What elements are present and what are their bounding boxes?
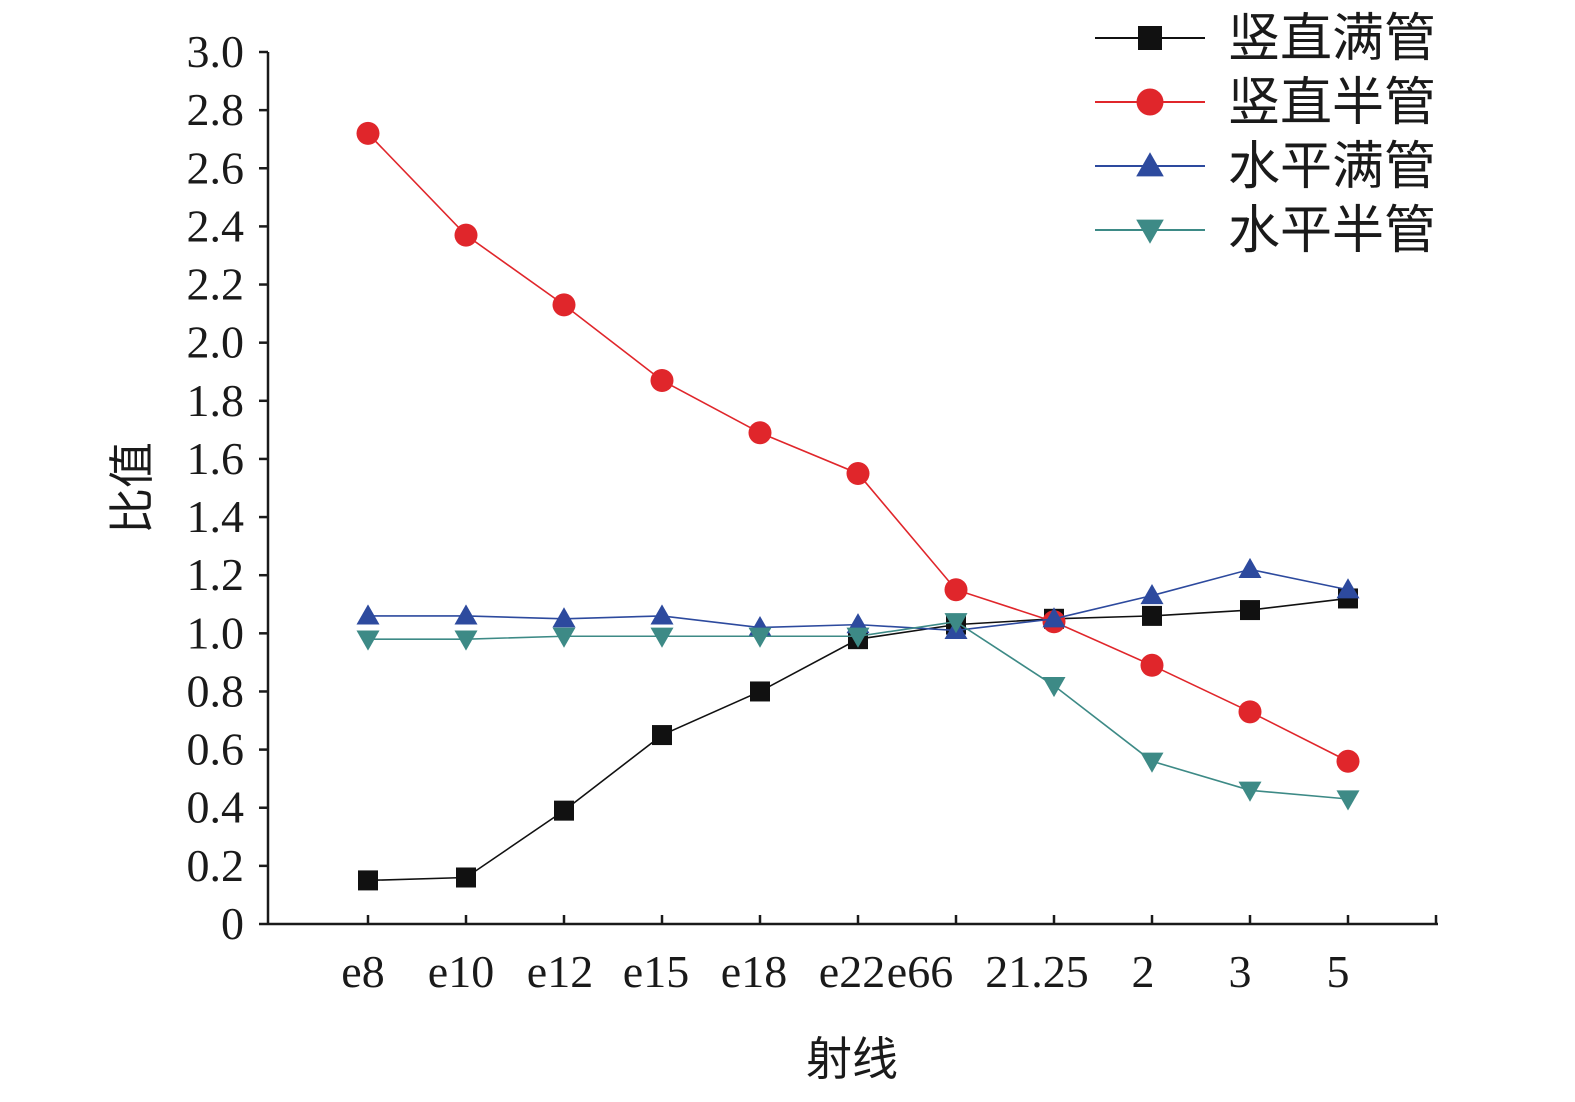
x-tick-label: 3: [1229, 946, 1252, 997]
legend-item: 水平半管: [1095, 201, 1436, 261]
series-4: [356, 613, 1360, 811]
data-point-triangle: [454, 604, 478, 625]
data-point-triangle: [1140, 752, 1164, 773]
y-tick-label: 3.0: [187, 26, 245, 77]
data-point-circle: [748, 421, 772, 445]
x-tick-label: 2: [1132, 946, 1155, 997]
y-tick-label: 2.4: [187, 200, 245, 251]
y-tick-label: 0.8: [187, 665, 245, 716]
x-tick-label: 21.25: [985, 946, 1089, 997]
data-point-triangle: [356, 604, 380, 625]
y-tick-label: 2.2: [187, 259, 245, 310]
legend-item: 竖直满管: [1095, 9, 1436, 69]
data-point-square: [750, 681, 770, 702]
data-point-circle: [1238, 700, 1262, 724]
legend-label: 竖直半管: [1228, 73, 1436, 133]
data-point-triangle: [552, 627, 576, 648]
x-tick-label: e15: [623, 946, 689, 997]
y-ticks: 0 0.2 0.4 0.6 0.8 1.0 1.2 1.4 1.6 1.8 2.0 2.2 2.4 2.6…: [187, 26, 268, 949]
x-tick-label: e18: [721, 946, 787, 997]
data-point-square: [358, 870, 378, 891]
legend-marker: [1136, 219, 1164, 244]
series-3: [356, 557, 1360, 640]
data-point-circle: [1336, 749, 1360, 773]
data-point-square: [1240, 600, 1260, 621]
data-point-triangle: [1140, 584, 1164, 605]
y-tick-label: 0.2: [187, 840, 245, 891]
data-point-triangle: [650, 604, 674, 625]
data-point-square: [1142, 605, 1162, 626]
data-point-triangle: [1238, 557, 1262, 579]
data-point-triangle: [650, 627, 674, 648]
y-tick-label: 0.4: [187, 782, 245, 833]
y-tick-label: 1.4: [187, 491, 245, 542]
data-point-circle: [650, 368, 674, 392]
data-point-triangle: [944, 613, 968, 634]
y-tick-label: 1.6: [187, 433, 245, 484]
y-tick-label: 0.6: [187, 724, 245, 775]
data-point-triangle: [552, 607, 576, 628]
data-point-circle: [454, 223, 478, 247]
legend-marker: [1136, 88, 1164, 116]
data-point-circle: [1140, 653, 1164, 677]
legend-item: 竖直半管: [1095, 73, 1436, 133]
legend-marker: [1138, 26, 1162, 50]
legend-item: 水平满管: [1095, 137, 1436, 197]
data-point-square: [456, 867, 476, 888]
y-axis-title: 比值: [105, 442, 159, 534]
x-axis-title: 射线: [806, 1032, 898, 1086]
data-point-square: [554, 800, 574, 821]
data-point-circle: [552, 293, 576, 317]
data-point-triangle: [1042, 677, 1066, 698]
data-point-triangle: [846, 627, 870, 648]
series-2: [356, 121, 1360, 773]
legend-label: 水平半管: [1228, 201, 1436, 261]
y-tick-label: 2.8: [187, 84, 245, 135]
data-point-triangle: [1042, 607, 1066, 628]
legend-marker: [1136, 152, 1164, 177]
x-tick-label: e22: [819, 946, 885, 997]
data-point-triangle: [1336, 578, 1360, 599]
series-layer: [356, 121, 1360, 891]
data-point-triangle: [748, 627, 772, 648]
data-point-triangle: [1238, 781, 1262, 802]
y-tick-label: 2.6: [187, 142, 245, 193]
x-tick-label: e66: [887, 946, 953, 997]
legend-label: 水平满管: [1228, 137, 1436, 197]
x-tick-label: e8: [341, 946, 384, 997]
data-point-triangle: [356, 630, 380, 651]
y-tick-label: 1.0: [187, 607, 245, 658]
legend-label: 竖直满管: [1228, 9, 1436, 69]
x-tick-label: e10: [428, 946, 494, 997]
data-point-circle: [944, 578, 968, 602]
data-point-triangle: [1336, 790, 1360, 811]
y-tick-label: 1.8: [187, 375, 245, 426]
series-line: [367, 132, 1349, 762]
x-tick-label: e12: [527, 946, 593, 997]
data-point-circle: [846, 461, 870, 485]
y-tick-label: 1.2: [187, 549, 245, 600]
axes: [266, 52, 1438, 926]
data-point-square: [652, 725, 672, 746]
y-tick-label: 2.0: [187, 317, 245, 368]
y-tick-label: 0: [221, 898, 244, 949]
data-point-circle: [356, 121, 380, 145]
data-point-triangle: [454, 630, 478, 651]
x-tick-label: 5: [1327, 946, 1350, 997]
x-ticks: e8 e10 e12 e15 e18 e22 e66 21.25 2 3 5: [341, 915, 1438, 997]
